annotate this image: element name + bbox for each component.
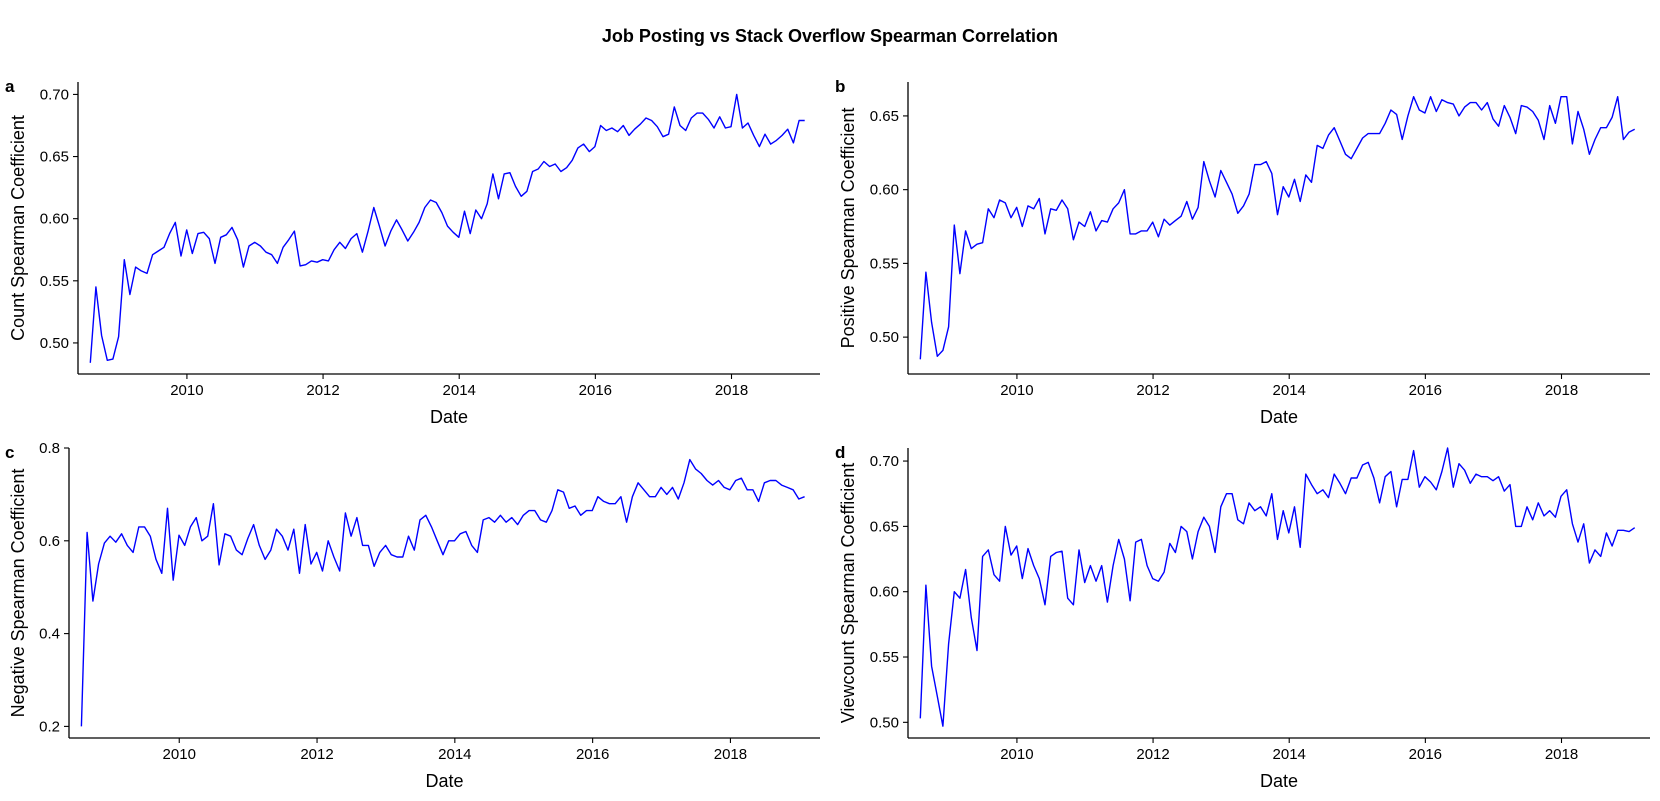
y-tick-label-b: 0.55 [870, 255, 899, 272]
x-tick-label-d: 2010 [1000, 746, 1033, 763]
y-tick-label-d: 0.60 [870, 584, 899, 601]
y-axis-title-c: Negative Spearman Coefficient [8, 469, 28, 718]
y-tick-label-d: 0.50 [870, 714, 899, 731]
y-axis-title-a: Count Spearman Coefficient [8, 115, 28, 341]
x-tick-label-c: 2010 [163, 746, 196, 763]
y-tick-label-a: 0.50 [40, 335, 69, 352]
x-axis-title-c: Date [425, 771, 463, 791]
panel-tag-b: b [835, 77, 845, 96]
x-axis-title-b: Date [1260, 407, 1298, 427]
y-tick-label-b: 0.50 [870, 329, 899, 346]
x-tick-label-b: 2018 [1545, 382, 1578, 399]
x-tick-label-d: 2014 [1273, 746, 1306, 763]
x-tick-label-c: 2016 [576, 746, 609, 763]
panel-tag-a: a [5, 77, 15, 96]
x-tick-label-b: 2014 [1273, 382, 1306, 399]
y-tick-label-d: 0.65 [870, 518, 899, 535]
x-tick-label-d: 2012 [1136, 746, 1169, 763]
x-tick-label-b: 2012 [1136, 382, 1169, 399]
x-axis-title-a: Date [430, 407, 468, 427]
y-tick-label-a: 0.65 [40, 149, 69, 166]
x-axis-title-d: Date [1260, 771, 1298, 791]
series-line-a [89, 93, 805, 363]
x-tick-label-d: 2016 [1409, 746, 1442, 763]
x-tick-label-c: 2018 [714, 746, 747, 763]
y-tick-label-c: 0.6 [39, 533, 60, 550]
y-tick-label-c: 0.8 [39, 440, 60, 457]
x-tick-label-c: 2014 [438, 746, 471, 763]
series-line-b [919, 95, 1636, 360]
x-tick-label-b: 2016 [1409, 382, 1442, 399]
y-axis-title-d: Viewcount Spearman Coefficient [838, 463, 858, 724]
x-tick-label-a: 2014 [443, 382, 476, 399]
x-tick-label-a: 2012 [306, 382, 339, 399]
y-tick-label-a: 0.60 [40, 211, 69, 228]
x-tick-label-c: 2012 [300, 746, 333, 763]
y-tick-label-d: 0.70 [870, 453, 899, 470]
y-tick-label-b: 0.65 [870, 108, 899, 125]
panel-tag-d: d [835, 443, 845, 462]
y-tick-label-b: 0.60 [870, 182, 899, 199]
x-tick-label-a: 2010 [170, 382, 203, 399]
y-tick-label-a: 0.70 [40, 86, 69, 103]
y-tick-label-c: 0.2 [39, 718, 60, 735]
x-tick-label-a: 2016 [579, 382, 612, 399]
panel-tag-c: c [5, 443, 14, 462]
chart-title: Job Posting vs Stack Overflow Spearman C… [601, 26, 1059, 46]
x-tick-label-b: 2010 [1000, 382, 1033, 399]
y-tick-label-c: 0.4 [39, 626, 60, 643]
y-tick-label-d: 0.55 [870, 649, 899, 666]
series-line-c [80, 458, 805, 727]
y-tick-label-a: 0.55 [40, 273, 69, 290]
series-line-d [919, 447, 1636, 727]
x-tick-label-a: 2018 [715, 382, 748, 399]
y-axis-title-b: Positive Spearman Coefficient [838, 108, 858, 349]
x-tick-label-d: 2018 [1545, 746, 1578, 763]
